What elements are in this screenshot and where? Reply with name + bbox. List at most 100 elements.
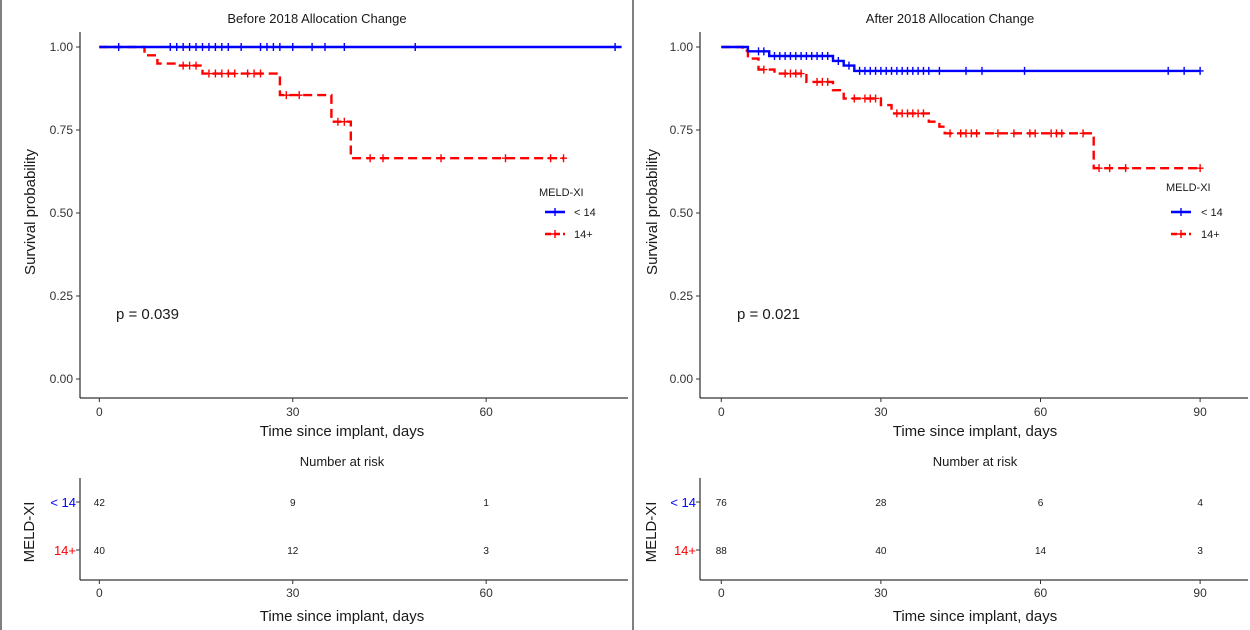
panel-1-series-high-line [99, 45, 564, 160]
panel-2-risk-count: 76 [716, 498, 728, 509]
panel-1-censor-mark [611, 43, 619, 51]
panel-2-y-tick-label: 1.00 [670, 40, 694, 54]
panel-2-legend-label-low: < 14 [1201, 207, 1223, 219]
panel-2-series-low-line [721, 45, 1201, 73]
panel-2-censor-mark [1196, 164, 1204, 173]
panel-1-censor-mark [257, 69, 265, 78]
panel-1-plot-marks: 0.000.250.500.751.000 30 60< 14 42 9 114+ 40 12… [50, 32, 628, 600]
panel-1-censor-mark [205, 69, 213, 78]
panel-1-censor-mark [205, 43, 213, 51]
panel-2-risk-x-tick-label: 30 [874, 586, 888, 600]
panel-2-x-tick-label: 90 [1193, 405, 1207, 419]
panel-1-risk-count: 3 [483, 546, 489, 557]
panel-1-y-tick-label: 0.00 [50, 372, 74, 386]
panel-1-censor-mark [366, 154, 374, 163]
panel-1-censor-mark [263, 43, 271, 51]
panel-1-censor-mark [340, 117, 348, 126]
panel-1-censor-mark [340, 43, 348, 51]
panel-1-censor-mark [218, 69, 226, 78]
panel-2-y-tick-label: 0.75 [670, 123, 694, 137]
panel-1-risk-row-label: 14+ [54, 543, 76, 558]
panel-2-censor-mark [1010, 129, 1018, 138]
panel-2-censor-mark [1196, 66, 1204, 75]
panel-1-title: Before 2018 Allocation Change [227, 11, 406, 26]
panel-1-risk-x-tick-label: 0 [96, 586, 103, 600]
panel-1-risk-x-tick-label: 30 [286, 586, 300, 600]
panel-1-risk-x-tick-label: 60 [479, 586, 493, 600]
panel-2-censor-mark [760, 47, 768, 56]
panel-1-risk-count: 9 [290, 498, 296, 509]
panel-2-x-axis-title: Time since implant, days [893, 423, 1058, 440]
panel-1-censor-mark [179, 43, 187, 51]
panel-1-censor-mark [276, 43, 284, 51]
panel-2-censor-mark [935, 66, 943, 75]
panel-2-risk-count: 4 [1197, 498, 1203, 509]
panel-1-y-tick-label: 0.75 [50, 123, 74, 137]
panel-1-y-tick-label: 0.25 [50, 289, 74, 303]
panel-1-censor-mark [224, 69, 232, 78]
panel-2-censor-mark [973, 129, 981, 138]
panel-1-censor-mark [257, 43, 265, 51]
panel-1-censor-mark [166, 43, 174, 51]
panel-1-legend-key-cross-low [551, 208, 559, 216]
panel-1-censor-mark [192, 43, 200, 51]
panel-2-risk-count: 28 [875, 498, 887, 509]
panel-1-censor-mark [186, 61, 194, 70]
panel-1-censor-mark [321, 43, 329, 51]
panel-1-censor-mark [269, 43, 277, 51]
panel-2-censor-mark [919, 109, 927, 118]
panel-1-legend-label-high: 14+ [574, 229, 593, 241]
panel-2-censor-mark [994, 129, 1002, 138]
panel-2-censor-mark [872, 94, 880, 103]
panel-1-risk-count: 40 [94, 546, 106, 557]
panel-1-censor-mark [192, 61, 200, 70]
panel-2-legend-key-cross-low [1177, 208, 1185, 216]
panel-1-x-tick-label: 30 [286, 405, 300, 419]
panel-2-y-tick-label: 0.25 [670, 289, 694, 303]
panel-2-censor-mark [1164, 66, 1172, 75]
panel-1-risk-title: Number at risk [300, 454, 385, 469]
panel-2-censor-mark [1095, 164, 1103, 173]
panel-2-y-axis-title: Survival probability [644, 149, 661, 275]
panel-2-censor-mark [850, 94, 858, 103]
panel-2-legend-title: MELD-XI [1166, 182, 1211, 194]
panel-2-censor-mark [1058, 129, 1066, 138]
panel-1-censor-mark [250, 69, 258, 78]
panel-2-censor-mark [824, 51, 832, 60]
panel-1-censor-mark [115, 43, 123, 51]
panel-2-p-value: p = 0.021 [737, 306, 800, 323]
panel-2-censor-mark [962, 66, 970, 75]
panel-2-legend-key-cross-high [1177, 230, 1185, 238]
panel-1-censor-mark [411, 43, 419, 51]
panel-1-censor-mark [289, 43, 297, 51]
panel-1-legend-title: MELD-XI [539, 187, 584, 199]
panel-1-p-value: p = 0.039 [116, 306, 179, 323]
panel-2-risk-x-tick-label: 0 [718, 586, 725, 600]
panel-1-censor-mark [308, 43, 316, 51]
panel-1-legend-key-cross-high [551, 230, 559, 238]
panel-2-risk-title: Number at risk [933, 454, 1018, 469]
panel-2-x-tick-label: 30 [874, 405, 888, 419]
panel-1-y-tick-label: 1.00 [50, 40, 74, 54]
panel-2-censor-mark [978, 66, 986, 75]
panel-2-risk-count: 3 [1197, 546, 1203, 557]
panel-1-x-tick-label: 60 [479, 405, 493, 419]
panel-2-title: After 2018 Allocation Change [866, 11, 1034, 26]
panel-2-censor-mark [925, 66, 933, 75]
panel-1-risk-row-label: < 14 [50, 495, 76, 510]
panel-1-censor-mark [231, 69, 239, 78]
panel-2-censor-mark [1180, 66, 1188, 75]
panel-2-risk-row-label: < 14 [670, 495, 696, 510]
panel-2-risk-x-tick-label: 60 [1034, 586, 1048, 600]
panel-2-risk-count: 14 [1035, 546, 1047, 557]
panel-2-y-tick-label: 0.00 [670, 372, 694, 386]
panel-2-legend-label-high: 14+ [1201, 229, 1220, 241]
panel-2-censor-mark [797, 69, 805, 78]
panel-1-censor-mark [244, 69, 252, 78]
panel-2-censor-mark [760, 65, 768, 74]
panel-2-censor-mark [1031, 129, 1039, 138]
panel-2-risk-x-title: Time since implant, days [893, 608, 1058, 625]
panel-2-series-high-line [721, 45, 1201, 170]
panel-2-risk-x-tick-label: 90 [1193, 586, 1207, 600]
